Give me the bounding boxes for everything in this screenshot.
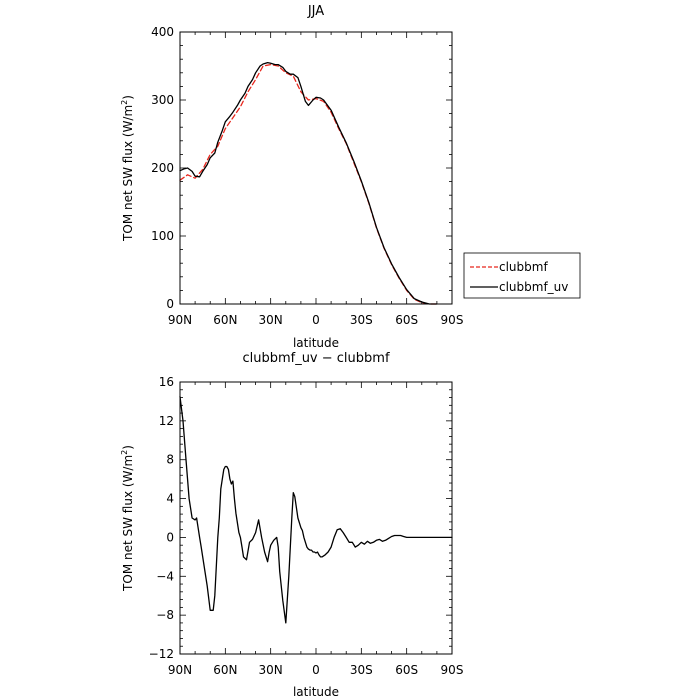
top-x-tick-label: 90N	[168, 313, 192, 327]
top-y-axis-label: TOM net SW flux (W/m2)	[120, 95, 135, 242]
bottom-y-tick-label: 4	[166, 492, 174, 506]
bottom-x-tick-label: 90N	[168, 663, 192, 677]
bottom-y-axis-label-close: )	[121, 445, 135, 450]
top-x-tick-label: 0	[312, 313, 320, 327]
bottom-y-tick-label: 0	[166, 530, 174, 544]
top-y-tick-label: 0	[166, 297, 174, 311]
bottom-x-tick-label: 90S	[441, 663, 464, 677]
bottom-plot-area: 90N 60N 30N 0 30S 60S 90S −12 −8 −4 0 4 8 12 16	[149, 375, 464, 677]
bottom-y-tick-label: 8	[166, 453, 174, 467]
bottom-y-axis-label: TOM net SW flux (W/m2)	[120, 445, 135, 592]
bottom-series-line-difference	[179, 395, 453, 624]
bottom-y-tick-label: −8	[156, 608, 174, 622]
top-x-axis-label: latitude	[293, 336, 339, 350]
bottom-x-tick-label: 60S	[395, 663, 418, 677]
bottom-x-axis-label: latitude	[293, 685, 339, 699]
top-y-tick-label: 200	[151, 161, 174, 175]
top-series-line-clubbmf-uv	[179, 61, 438, 305]
top-y-axis-label-close: )	[121, 95, 135, 100]
top-y-tick-label: 400	[151, 25, 174, 39]
top-x-tick-label: 60S	[395, 313, 418, 327]
bottom-x-tick-label: 60N	[213, 663, 237, 677]
bottom-y-tick-label: −4	[156, 569, 174, 583]
top-x-tick-label: 30N	[259, 313, 283, 327]
bottom-y-tick-label: 12	[159, 414, 174, 428]
top-plot-frame	[179, 31, 453, 305]
bottom-y-axis-label-superscript: 2	[120, 450, 129, 455]
top-plot-area: 90N 60N 30N 0 30S 60S 90S 0 100 200 300 400	[151, 25, 463, 327]
legend-box	[463, 252, 581, 299]
legend-label-clubbmf: clubbmf	[499, 260, 548, 274]
top-panel: JJA 90N 60N 30N 0 30S 60S 90S 0 100 200 300 400 lat…	[120, 4, 581, 350]
bottom-plot-frame	[179, 381, 453, 655]
bottom-y-tick-label: −12	[149, 647, 174, 661]
top-x-tick-label: 60N	[213, 313, 237, 327]
top-x-tick-label: 90S	[441, 313, 464, 327]
legend: clubbmf clubbmf_uv	[463, 252, 581, 299]
bottom-x-tick-label: 30S	[350, 663, 373, 677]
bottom-title: clubbmf_uv − clubbmf	[242, 351, 389, 366]
top-series-line-clubbmf	[179, 63, 438, 305]
top-y-tick-label: 100	[151, 229, 174, 243]
top-y-tick-label: 300	[151, 93, 174, 107]
top-title: JJA	[307, 4, 324, 19]
bottom-x-tick-label: 0	[312, 663, 320, 677]
bottom-y-tick-label: 16	[159, 375, 174, 389]
bottom-x-tick-label: 30N	[259, 663, 283, 677]
bottom-panel: clubbmf_uv − clubbmf 90N 60N 30N 0 30S 60S 90S…	[120, 351, 463, 699]
top-x-tick-label: 30S	[350, 313, 373, 327]
legend-label-clubbmf-uv: clubbmf_uv	[499, 280, 568, 294]
top-y-axis-label-superscript: 2	[120, 100, 129, 105]
